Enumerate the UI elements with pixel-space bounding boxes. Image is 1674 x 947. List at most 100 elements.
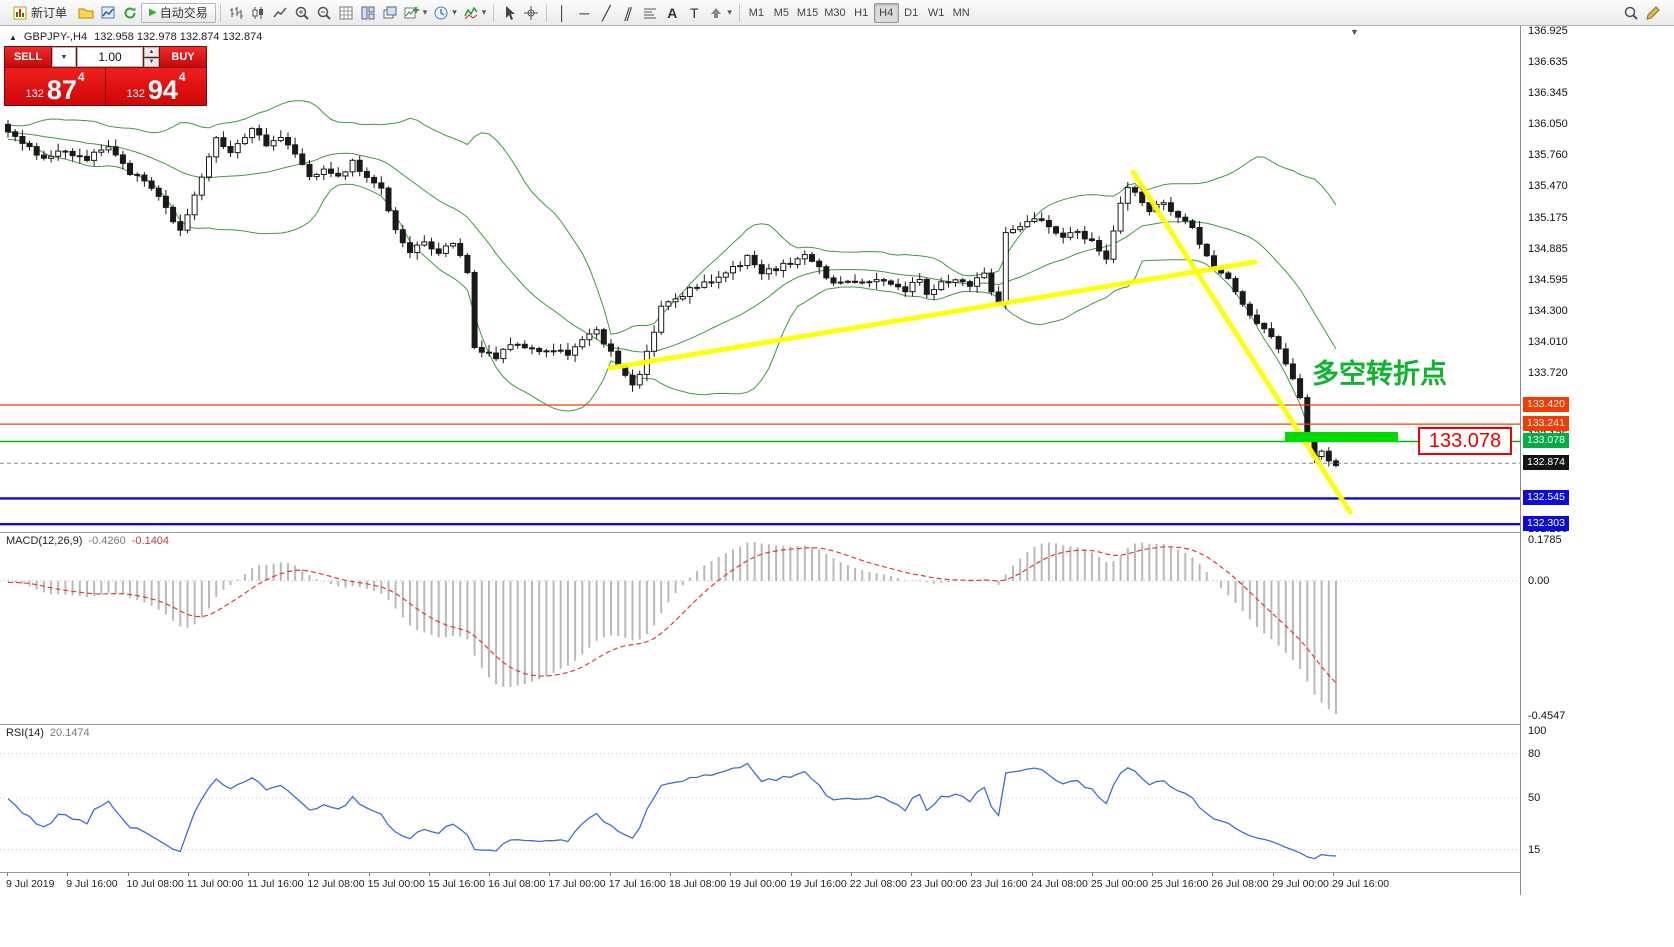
macd-panel[interactable]: MACD(12,26,9) -0.4260 -0.1404	[0, 532, 1520, 724]
time-axis[interactable]: 9 Jul 2019 9 Jul 16:00 10 Jul 08:00 11 Jul …	[0, 872, 1520, 895]
zoom-out-button[interactable]	[313, 3, 335, 23]
zoom-in-icon	[295, 6, 309, 20]
time-axis-label: 15 Jul 00:00	[367, 872, 425, 890]
tile-windows-button[interactable]	[357, 3, 379, 23]
panel-separator[interactable]	[0, 532, 1674, 533]
new-order-button[interactable]: 新订单	[4, 3, 75, 23]
equidistant-channel-icon: ∥	[622, 4, 635, 21]
time-axis-label: 18 Jul 08:00	[668, 872, 727, 890]
toolbar: 新订单 ▶ 自动交易 ▾ ▾ ▾	[0, 0, 1674, 26]
macd-signal-line	[8, 546, 1337, 684]
time-axis-label: 17 Jul 16:00	[608, 872, 666, 890]
price-axis-label: 136.635	[1528, 55, 1568, 68]
timeframe-d1-button[interactable]: D1	[904, 6, 919, 19]
timeframe-h4-button[interactable]: H4	[873, 2, 899, 23]
rsi-panel[interactable]: RSI(14) 20.1474	[0, 724, 1520, 872]
autotrading-button[interactable]: ▶ 自动交易	[141, 2, 216, 23]
trendline-button[interactable]: ╱	[595, 3, 617, 23]
panel-separator	[0, 872, 1674, 873]
rsi-canvas[interactable]	[0, 724, 1520, 872]
vertical-line-button[interactable]: │	[551, 3, 573, 23]
search-button[interactable]	[1620, 3, 1642, 23]
indicators-icon	[464, 6, 478, 19]
toolbar-separator	[546, 3, 548, 22]
text-button[interactable]: A	[661, 3, 683, 23]
cursor-button[interactable]	[498, 3, 520, 23]
collapse-widget-arrow-icon[interactable]: ▲	[9, 32, 17, 42]
grid-button[interactable]	[335, 3, 357, 23]
profiles-button[interactable]	[75, 3, 97, 23]
text-label-button[interactable]: T	[683, 3, 705, 23]
edit-button[interactable]	[1642, 3, 1664, 23]
price-axis-label: 133.720	[1528, 366, 1568, 379]
vertical-line-icon: │	[557, 4, 567, 21]
fibonacci-button[interactable]	[639, 3, 661, 23]
main-chart-panel[interactable]: ▲ GBPJPY-,H4 132.958 132.978 132.874 132…	[0, 26, 1520, 532]
periods-button[interactable]: ▾	[430, 3, 460, 23]
crosshair-button[interactable]	[520, 3, 542, 23]
time-axis-label: 12 Jul 08:00	[307, 872, 365, 890]
new-chart-button[interactable]: ▾	[401, 3, 431, 23]
main-chart-canvas[interactable]	[0, 26, 1520, 532]
timeframe-m15-button[interactable]: M15	[796, 6, 819, 19]
price-axis-label: 134.300	[1528, 305, 1568, 318]
time-axis-label: 17 Jul 00:00	[548, 872, 606, 890]
crosshair-icon	[524, 5, 539, 20]
price-axis-label: 136.925	[1528, 24, 1568, 37]
cascade-windows-button[interactable]	[379, 3, 401, 23]
price-level-badge: 132.303	[1523, 516, 1569, 532]
clock-icon	[434, 6, 448, 19]
time-axis-label: 23 Jul 00:00	[910, 872, 968, 890]
timeframe-m1-button[interactable]: M1	[748, 6, 764, 19]
price-axis-label: 134.595	[1528, 273, 1568, 286]
bar-chart-button[interactable]	[225, 3, 247, 23]
bollinger-lower	[7, 139, 1337, 494]
volume-decrease-button[interactable]: ▼	[144, 57, 159, 67]
refresh-icon	[124, 6, 136, 19]
macd-canvas[interactable]	[0, 532, 1520, 724]
symbol-label: GBPJPY-,H4	[23, 31, 88, 43]
panel-separator[interactable]	[0, 724, 1674, 725]
price-callout-box[interactable]: 133.078	[1418, 427, 1512, 455]
search-icon	[1624, 6, 1638, 20]
price-axis[interactable]: 136.925 136.635 136.345 136.050 135.760 135.4…	[1520, 24, 1674, 895]
timeframe-w1-button[interactable]: W1	[927, 6, 945, 19]
price-level-badge: 132.545	[1523, 490, 1569, 506]
charts-button[interactable]	[97, 3, 119, 23]
volume-stepper: ▲ ▼	[144, 47, 159, 67]
timeframe-h1-button[interactable]: H1	[854, 6, 869, 19]
candlestick-chart-button[interactable]	[247, 3, 269, 23]
profiles-icon	[78, 8, 94, 18]
chart-shift-marker-icon[interactable]: ▼	[1350, 27, 1359, 37]
chevron-down-icon: ▾	[422, 7, 428, 17]
new-chart-icon	[404, 6, 419, 18]
chevron-down-icon: ▾	[481, 7, 487, 17]
line-chart-icon	[273, 7, 287, 17]
toolbar-separator	[493, 3, 495, 22]
turning-point-annotation[interactable]: 多空转折点	[1312, 359, 1447, 389]
price-axis-label: 136.345	[1528, 86, 1568, 99]
price-axis-label: 134.010	[1528, 335, 1568, 348]
sell-button[interactable]: SELL	[5, 47, 51, 67]
channel-button[interactable]: ∥	[617, 3, 639, 23]
timeframe-mn-button[interactable]: MN	[952, 6, 970, 19]
buy-button[interactable]: BUY	[160, 47, 206, 67]
timeframe-m5-button[interactable]: M5	[773, 6, 789, 19]
sell-price[interactable]: 132 87 4	[5, 68, 105, 105]
zoom-out-icon	[317, 6, 331, 20]
indicators-button[interactable]: ▾	[460, 3, 490, 23]
arrows-button[interactable]: ▾	[705, 3, 735, 23]
buy-price[interactable]: 132 94 4	[106, 68, 206, 105]
macd-axis-min: -0.4547	[1528, 710, 1566, 722]
price-axis-label: 135.470	[1528, 180, 1568, 193]
zoom-in-button[interactable]	[291, 3, 313, 23]
volume-increase-button[interactable]: ▲	[144, 47, 159, 57]
timeframe-m30-button[interactable]: M30	[824, 6, 846, 19]
cursor-icon	[506, 5, 516, 20]
volume-input[interactable]	[77, 47, 143, 67]
price-axis-label: 134.885	[1528, 242, 1568, 255]
refresh-button[interactable]	[119, 3, 141, 23]
horizontal-line-button[interactable]: ─	[573, 3, 595, 23]
line-chart-button[interactable]	[269, 3, 291, 23]
volume-preset-dropdown[interactable]: ▼	[52, 47, 76, 67]
